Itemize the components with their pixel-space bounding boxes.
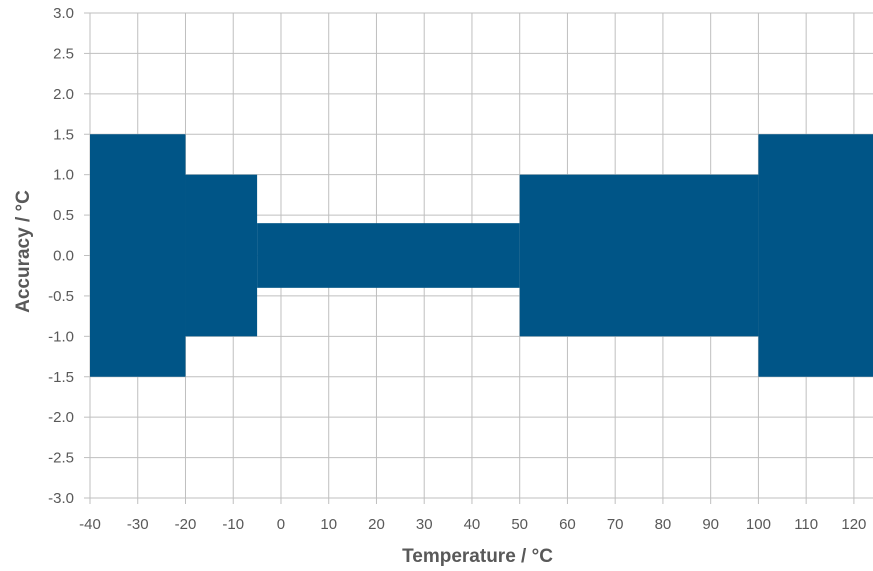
y-tick-label: 0.0 <box>53 248 74 265</box>
x-axis-title: Temperature / °C <box>402 546 553 567</box>
x-tick-label: 100 <box>746 516 771 533</box>
y-tick-label: 2.5 <box>53 45 74 62</box>
x-tick-label: 60 <box>559 516 576 533</box>
x-tick-label: -40 <box>79 516 101 533</box>
accuracy-band-segment <box>519 174 759 337</box>
y-tick-label: -3.0 <box>48 490 74 507</box>
x-tick-label: 120 <box>841 516 866 533</box>
y-tick-label: 1.5 <box>53 126 74 143</box>
x-tick-label: 110 <box>794 516 818 533</box>
y-tick-label: 3.0 <box>53 5 74 22</box>
x-tick-label: 10 <box>320 516 337 533</box>
x-tick-label: -30 <box>127 516 149 533</box>
y-tick-label: -0.5 <box>48 288 74 305</box>
x-tick-label: 90 <box>702 516 719 533</box>
x-tick-label: -20 <box>175 516 197 533</box>
y-axis-ticks: 3.0 2.5 2.0 1.5 1.0 0.5 0.0 -0.5 -1.0 -1.5 -2.0 -2.… <box>48 5 74 507</box>
x-tick-label: 30 <box>416 516 433 533</box>
y-tick-label: -2.0 <box>48 409 74 426</box>
y-tick-label: 0.5 <box>53 207 74 224</box>
y-tick-label: 2.0 <box>53 86 74 103</box>
accuracy-band-segment <box>257 223 520 288</box>
accuracy-band-segment <box>758 134 873 377</box>
accuracy-band-segment <box>90 134 186 377</box>
x-tick-label: 40 <box>464 516 481 533</box>
y-tick-label: -1.5 <box>48 369 74 386</box>
x-tick-label: 50 <box>511 516 528 533</box>
x-tick-label: 0 <box>277 516 285 533</box>
x-axis-ticks: -40 -30 -20 -10 0 10 20 30 40 50 60 70 80 90 100 110 120 <box>79 516 866 533</box>
accuracy-band <box>90 134 873 377</box>
y-tick-label: 1.0 <box>53 167 74 184</box>
y-tick-label: -1.0 <box>48 328 74 345</box>
accuracy-band-segment <box>185 174 258 337</box>
y-tick-label: -2.5 <box>48 450 74 467</box>
x-tick-label: 70 <box>607 516 624 533</box>
x-tick-label: -10 <box>222 516 244 533</box>
x-tick-label: 80 <box>655 516 672 533</box>
y-axis-title: Accuracy / °C <box>13 190 34 313</box>
x-tick-label: 20 <box>368 516 385 533</box>
